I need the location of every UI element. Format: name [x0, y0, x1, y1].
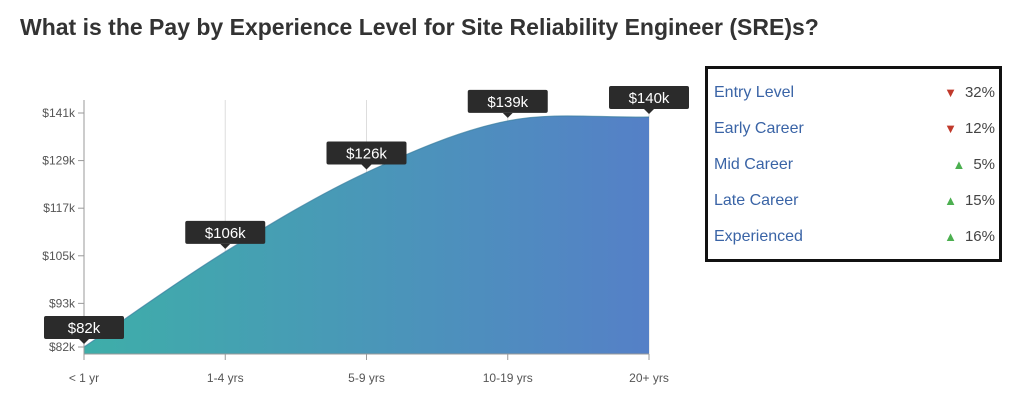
legend-row-late-career: Late Career ▲ 15% — [708, 183, 999, 219]
legend-change: ▲ 16% — [944, 219, 995, 255]
legend-label: Early Career — [714, 120, 804, 137]
change-value: 16% — [964, 228, 995, 245]
legend-row-experienced: Experienced ▲ 16% — [708, 219, 999, 255]
y-tick-label: $93k — [49, 296, 76, 310]
data-label-pointer — [79, 339, 89, 344]
data-label-pointer — [361, 164, 372, 170]
x-tick-label: 20+ yrs — [629, 371, 669, 385]
data-label-box — [44, 316, 124, 339]
arrow-down-icon: ▼ — [944, 121, 957, 136]
x-tick-label: 5-9 yrs — [348, 371, 385, 385]
change-value: 32% — [964, 84, 995, 101]
x-tick-label: 1-4 yrs — [207, 371, 244, 385]
y-tick-label: $82k — [49, 340, 76, 354]
change-value: 5% — [973, 156, 995, 173]
legend-change: ▼ 12% — [944, 111, 995, 147]
legend-change: ▲ 15% — [944, 183, 995, 219]
data-label-box — [326, 141, 407, 165]
legend-label: Experienced — [714, 228, 803, 245]
legend-label: Mid Career — [714, 156, 794, 173]
x-tick-label: 10-19 yrs — [483, 371, 533, 385]
data-label-box — [467, 89, 548, 113]
data-label-pointer — [502, 112, 513, 118]
data-label-pointer — [220, 243, 231, 249]
y-tick-label: $105k — [42, 249, 76, 263]
pay-area-chart: $82k $93k $105k $117k $129k $141k < 1 yr 1-4 yr… — [42, 85, 689, 385]
data-label: $82k — [68, 320, 101, 337]
x-tick-label: < 1 yr — [69, 371, 99, 385]
pay-area — [84, 115, 649, 354]
legend-change: ▲ 5% — [952, 147, 995, 183]
y-tick-label: $129k — [42, 154, 76, 168]
data-label: $106k — [205, 225, 246, 242]
legend-row-early-career: Early Career ▼ 12% — [708, 111, 999, 147]
data-label: $140k — [629, 90, 670, 107]
legend-label: Entry Level — [714, 84, 795, 101]
pay-line — [83, 115, 650, 348]
legend-change: ▼ 32% — [944, 75, 995, 111]
legend-label: Late Career — [714, 192, 799, 209]
change-value: 12% — [964, 120, 995, 137]
data-label: $126k — [346, 145, 387, 162]
data-label: $139k — [487, 94, 528, 111]
arrow-down-icon: ▼ — [944, 85, 957, 100]
data-label-pointer — [644, 108, 654, 114]
y-tick-label: $117k — [43, 201, 76, 215]
data-label-box — [609, 85, 689, 109]
data-label-box — [185, 220, 266, 244]
arrow-up-icon: ▲ — [944, 229, 957, 244]
arrow-up-icon: ▲ — [944, 193, 957, 208]
page-title: What is the Pay by Experience Level for … — [20, 14, 819, 40]
y-tick-label: $141k — [42, 106, 76, 120]
legend-row-entry-level: Entry Level ▼ 32% — [708, 75, 999, 111]
pay-change-legend: Entry Level ▼ 32% Early Career ▼ 12% Mid C… — [705, 66, 1002, 262]
legend-row-mid-career: Mid Career ▲ 5% — [708, 147, 999, 183]
change-value: 15% — [964, 192, 995, 209]
arrow-up-icon: ▲ — [952, 157, 966, 172]
